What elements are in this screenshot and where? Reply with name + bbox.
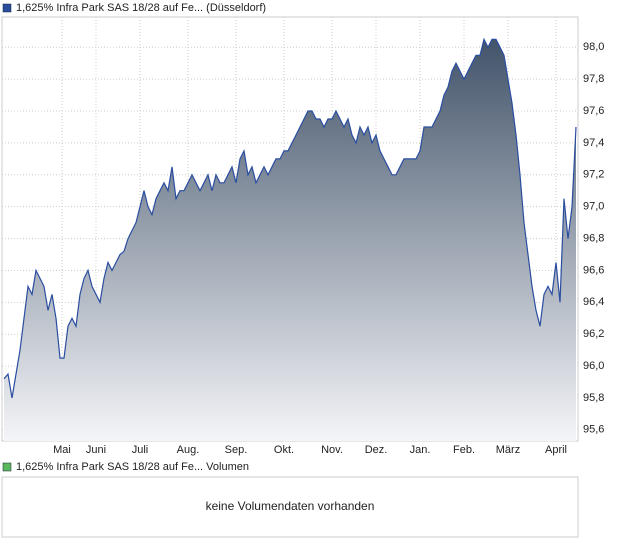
x-tick-label: Feb. [453,444,475,456]
legend-label: 1,625% Infra Park SAS 18/28 auf Fe... Vo… [16,461,249,473]
y-tick-label: 97,6 [583,105,604,117]
price-line [3,37,577,399]
area-fill [4,39,576,442]
x-tick-label: Mai [53,444,71,456]
legend-swatch [2,462,12,472]
x-tick-label: Nov. [321,444,343,456]
x-tick-label: April [545,444,567,456]
x-tick-label: Okt. [274,444,294,456]
y-tick-label: 95,8 [583,392,604,404]
empty-message: keine Volumendaten vorhanden [206,499,375,513]
volume-frame [1,476,579,538]
y-tick-label: 97,2 [583,169,604,181]
y-tick-label: 95,6 [583,424,604,436]
legend-label: 1,625% Infra Park SAS 18/28 auf Fe... (D… [16,2,266,14]
y-tick-label: 98,0 [583,41,604,53]
x-tick-label: Aug. [177,444,200,456]
y-tick-label: 96,8 [583,232,604,244]
y-tick-label: 97,8 [583,73,604,85]
legend-swatch [2,3,12,13]
x-tick-label: Jan. [410,444,431,456]
y-tick-label: 96,6 [583,264,604,276]
x-tick-label: Juni [86,444,106,456]
y-tick-label: 97,4 [583,137,604,149]
x-tick-label: Juli [132,444,149,456]
y-tick-label: 97,0 [583,201,604,213]
x-tick-label: Dez. [365,444,388,456]
y-tick-label: 96,2 [583,328,604,340]
x-tick-label: März [496,444,520,456]
y-tick-label: 96,0 [583,360,604,372]
x-tick-label: Sep. [225,444,248,456]
y-tick-label: 96,4 [583,296,604,308]
